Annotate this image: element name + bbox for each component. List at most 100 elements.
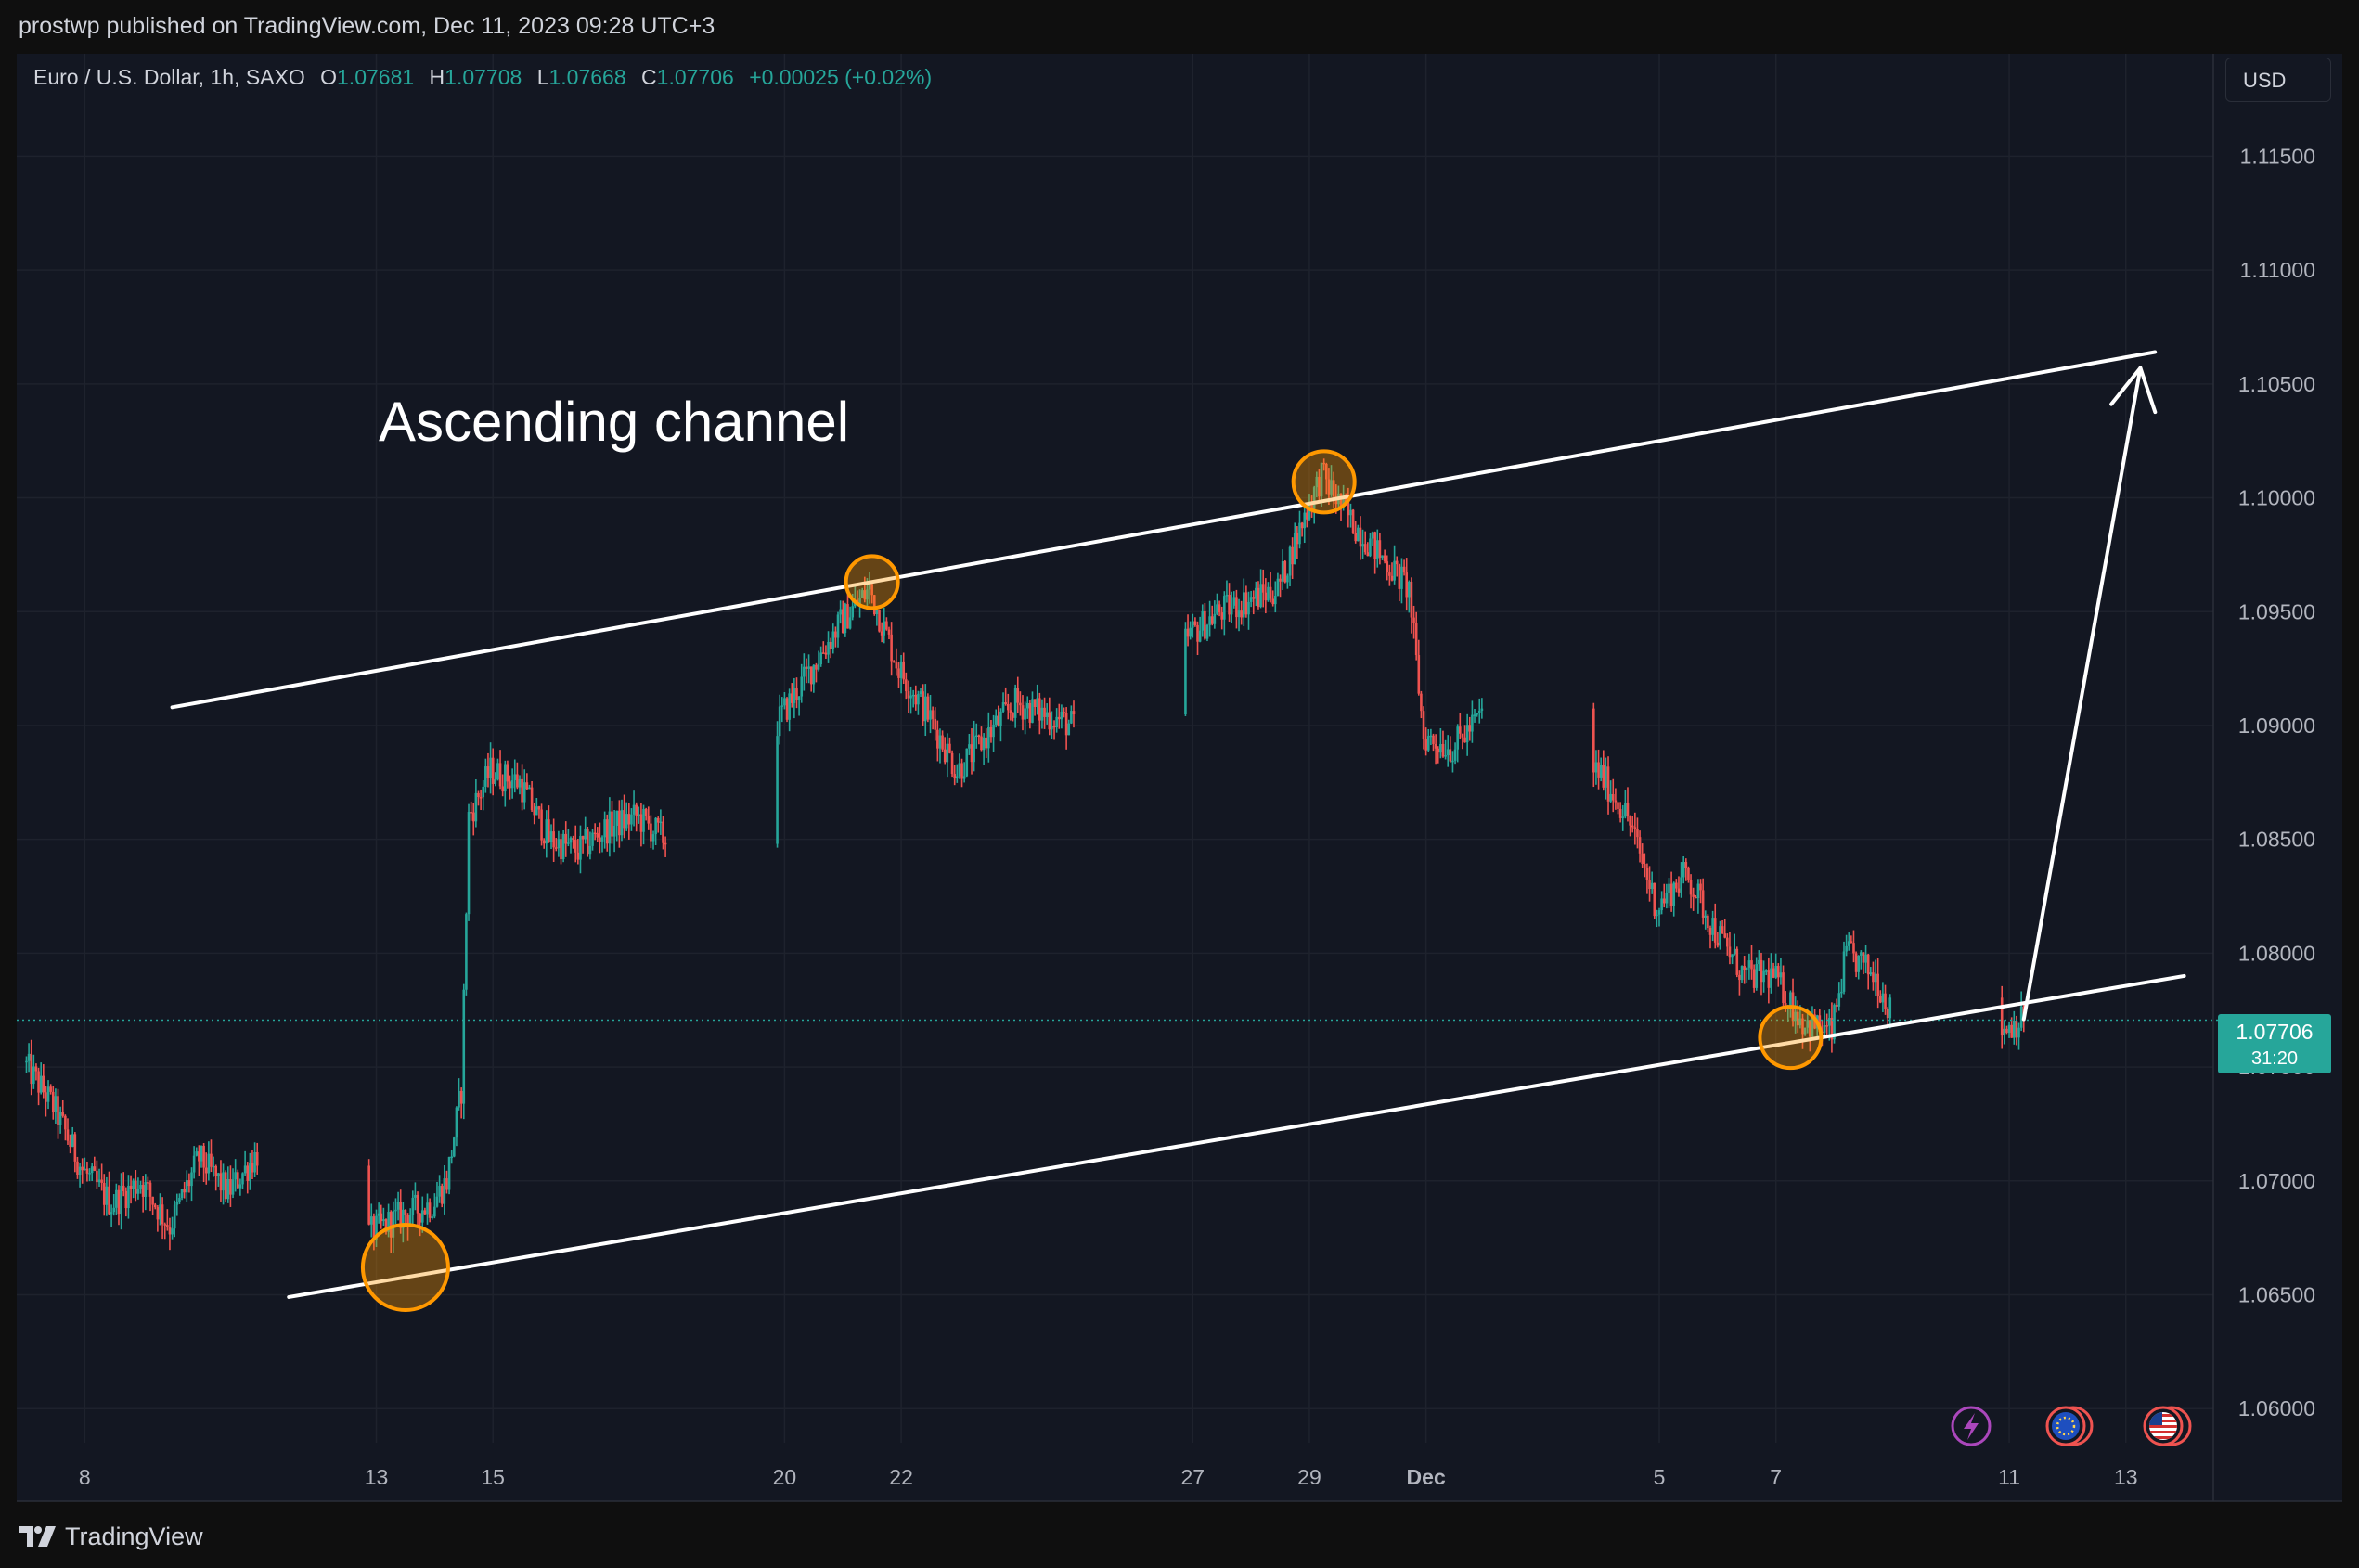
chart-panel[interactable] (17, 54, 2342, 1501)
candle-body (807, 666, 810, 669)
candle-body (88, 1173, 91, 1175)
candle-body (1713, 918, 1717, 943)
candle-body (503, 764, 507, 792)
candle-body (1650, 882, 1654, 890)
candle-body (1043, 707, 1046, 717)
candle-body (1232, 597, 1236, 606)
candle-body (1833, 1005, 1836, 1040)
candle-body (367, 1165, 370, 1225)
candle-body (1426, 736, 1430, 751)
candle-body (1210, 616, 1214, 624)
candle-body (1866, 954, 1870, 975)
candle-body (994, 715, 998, 725)
candle-body (486, 766, 490, 778)
candle-body (605, 819, 609, 844)
candle-body (173, 1204, 176, 1229)
candle-body (210, 1153, 213, 1167)
candle-body (1412, 617, 1415, 623)
candle-body (1330, 480, 1333, 495)
candle-body (377, 1213, 380, 1216)
candle-body (168, 1227, 172, 1235)
candle-body (1388, 572, 1391, 576)
candle-body (1349, 509, 1352, 516)
candle-body (426, 1202, 429, 1215)
candle-body (1645, 868, 1649, 880)
candle-body (1733, 948, 1736, 955)
candle-body (1189, 627, 1192, 637)
channel-touch-marker (360, 1223, 450, 1313)
candle-body (226, 1179, 230, 1200)
candle-body (1201, 610, 1205, 631)
candle-body (564, 833, 568, 844)
candle-body (1633, 827, 1637, 829)
candle-body (839, 609, 842, 615)
candle-body (66, 1129, 70, 1141)
candle-body (552, 831, 555, 848)
candle-body (1878, 996, 1882, 1003)
candle-body (190, 1172, 193, 1187)
candle-body (1477, 710, 1481, 713)
candle-body (1429, 735, 1433, 738)
candle-body (870, 584, 873, 596)
candle-body (185, 1180, 188, 1193)
candle-body (1216, 604, 1218, 614)
lightning-event-icon[interactable] (1951, 1406, 1992, 1446)
economic-events[interactable] (1951, 1406, 2192, 1446)
open-value: 1.07681 (337, 65, 415, 89)
candle-body (997, 715, 1000, 726)
candle-body (1597, 762, 1600, 778)
candle-body (977, 735, 981, 738)
publish-info: prostwp published on TradingView.com, De… (19, 13, 715, 39)
eu-flag-event-icon[interactable] (2045, 1406, 2094, 1446)
candle-body (229, 1179, 232, 1195)
candle-body (97, 1179, 101, 1183)
candle-body (635, 804, 638, 816)
candle-body (561, 833, 565, 860)
candle-body (1363, 544, 1367, 553)
candle-body (1449, 749, 1452, 762)
candle-body (462, 989, 466, 1104)
candle-body (1611, 793, 1615, 801)
currency-button[interactable]: USD (2225, 58, 2331, 102)
candle-body (1728, 946, 1732, 958)
candle-body (1019, 702, 1022, 706)
candle-body (251, 1163, 254, 1173)
symbol-name[interactable]: Euro / U.S. Dollar, 1h, SAXO (33, 65, 305, 89)
us-flag-event-icon[interactable] (2143, 1406, 2192, 1446)
candle-body (603, 819, 606, 838)
candle-body (1692, 894, 1695, 897)
candle-body (49, 1086, 52, 1092)
candle-body (37, 1071, 40, 1093)
candle-body (1668, 883, 1670, 893)
candle-body (455, 1107, 458, 1138)
candle-body (445, 1178, 448, 1190)
candle-body (987, 726, 990, 749)
candle-body (819, 652, 822, 665)
candle-body (117, 1189, 121, 1215)
channel-touch-marker (1291, 449, 1357, 515)
footer-brand[interactable]: TradingView (19, 1520, 203, 1553)
candle-body (1031, 699, 1034, 723)
candle-body (962, 776, 966, 779)
candle-body (419, 1213, 421, 1223)
candle-body (795, 688, 798, 700)
candle-body (1383, 555, 1386, 562)
candle-body (584, 829, 587, 840)
candle-body (2017, 1027, 2020, 1038)
candle-body (803, 666, 806, 677)
candle-body (241, 1173, 244, 1185)
candle-body (1063, 711, 1065, 713)
candle-body (2005, 1028, 2008, 1033)
price-axis: 1.11500 1.11000 1.10500 1.10000 1.09500 1.090… (17, 54, 2342, 1502)
candle-body (581, 836, 585, 840)
candle-body (1760, 959, 1763, 983)
candle-body (922, 691, 924, 722)
target-arrow-head (2109, 366, 2158, 415)
candle-body (545, 819, 548, 844)
candle-body (1378, 540, 1382, 558)
candle-body (797, 696, 801, 700)
candle-body (30, 1053, 33, 1085)
candle-body (453, 1137, 456, 1157)
candle-body (1626, 803, 1630, 816)
